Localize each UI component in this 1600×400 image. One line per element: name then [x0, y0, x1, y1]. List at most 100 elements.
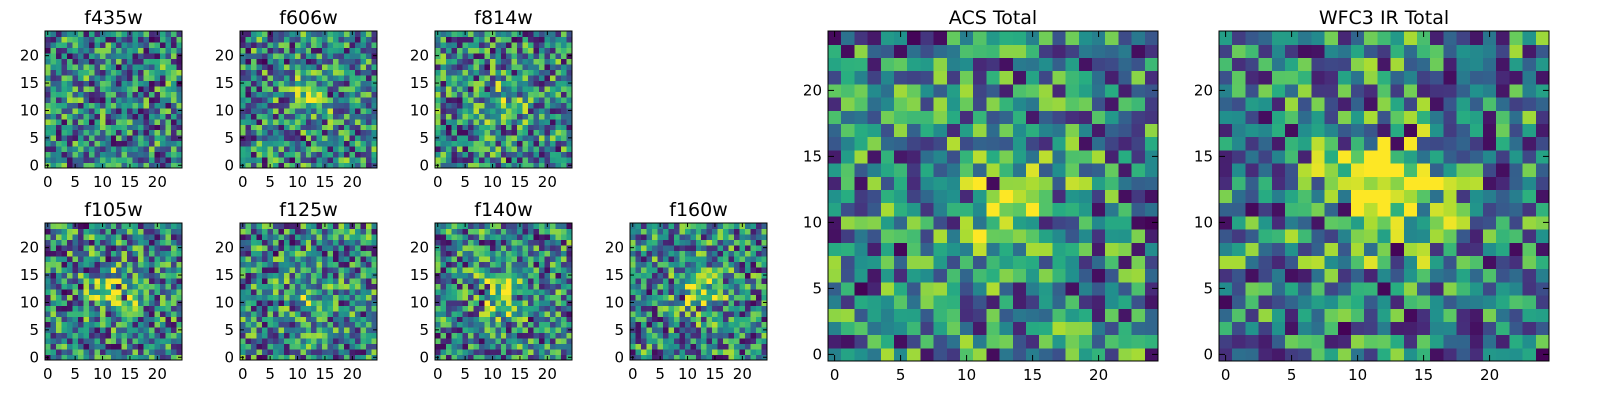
heatmap-cell — [311, 250, 318, 257]
heatmap-cell — [489, 288, 496, 295]
heatmap-cell — [289, 316, 296, 323]
heatmap-cell — [841, 334, 855, 349]
heatmap-cells — [435, 31, 573, 169]
heatmap-cell — [528, 255, 535, 262]
heatmap-cell — [94, 113, 101, 120]
heatmap-cell — [555, 69, 562, 76]
heatmap-cell — [478, 277, 485, 284]
heatmap-cell — [651, 338, 658, 345]
heatmap-cell — [267, 244, 274, 251]
heatmap-cell — [267, 272, 274, 279]
heatmap-cell — [522, 36, 529, 43]
heatmap-cell — [440, 140, 447, 147]
heatmap-cell — [261, 102, 268, 109]
heatmap-cell — [110, 85, 117, 92]
heatmap-cell — [333, 162, 340, 169]
heatmap-cell — [154, 305, 161, 312]
heatmap-cell — [651, 288, 658, 295]
heatmap-cell — [83, 277, 90, 284]
heatmap-cell — [539, 96, 546, 103]
heatmap-cell — [322, 250, 329, 257]
heatmap-cell — [360, 316, 367, 323]
heatmap-cell — [544, 327, 551, 334]
heatmap-cell — [528, 146, 535, 153]
y-tick-label: 5 — [29, 129, 39, 147]
heatmap-cell — [500, 354, 507, 361]
heatmap-cell — [555, 305, 562, 312]
heatmap-cell — [462, 96, 469, 103]
heatmap-cell — [45, 255, 52, 262]
heatmap-cell — [261, 47, 268, 54]
heatmap-cell — [750, 228, 757, 235]
heatmap-cell — [322, 36, 329, 43]
heatmap-cell — [550, 91, 557, 98]
heatmap-cell — [72, 80, 79, 87]
heatmap-cell — [484, 41, 491, 49]
heatmap-cell — [105, 107, 112, 114]
heatmap-cell — [154, 118, 161, 125]
heatmap-cell — [533, 228, 540, 235]
heatmap-cell — [657, 255, 664, 262]
heatmap-cell — [462, 327, 469, 334]
heatmap-cell — [1012, 295, 1027, 309]
heatmap-cell — [1118, 347, 1133, 362]
heatmap-cell — [1131, 347, 1146, 362]
heatmap-cell — [338, 277, 345, 284]
heatmap-cell — [327, 85, 334, 92]
heatmap-cell — [489, 239, 496, 246]
heatmap-cell — [750, 310, 757, 317]
heatmap-cell — [77, 338, 84, 345]
heatmap-cell — [717, 310, 724, 317]
heatmap-cell — [506, 321, 513, 328]
heatmap-cell — [894, 215, 908, 230]
heatmap-cell — [946, 295, 961, 309]
heatmap-cell — [127, 261, 134, 268]
heatmap-cell — [511, 228, 518, 235]
heatmap-cell — [143, 113, 150, 120]
heatmap-cell — [544, 47, 551, 54]
heatmap-cell — [333, 343, 340, 350]
heatmap-cell — [305, 31, 312, 38]
heatmap-cell — [77, 277, 84, 284]
heatmap-cell — [640, 310, 648, 317]
heatmap-cell — [756, 354, 763, 361]
heatmap-cell — [478, 354, 485, 361]
heatmap-cell — [311, 299, 318, 306]
heatmap-cell — [533, 113, 540, 120]
heatmap-cell — [45, 321, 52, 328]
heatmap-cell — [739, 310, 746, 317]
heatmap-cell — [344, 250, 351, 257]
heatmap-cell — [160, 124, 167, 131]
heatmap-cell — [456, 228, 463, 235]
heatmap-cell — [867, 321, 882, 336]
heatmap-cell — [933, 242, 948, 256]
heatmap-cell — [327, 80, 334, 87]
heatmap-cell — [495, 96, 502, 103]
heatmap-cell — [344, 69, 351, 76]
heatmap-cell — [171, 129, 178, 136]
heatmap-cell — [451, 277, 458, 284]
heatmap-cell — [267, 124, 274, 131]
heatmap-cell — [500, 63, 507, 70]
heatmap-cell — [1052, 229, 1067, 243]
heatmap-cell — [349, 277, 356, 284]
heatmap-cell — [349, 91, 356, 98]
heatmap-cell — [533, 91, 540, 98]
heatmap-cell — [478, 151, 485, 158]
heatmap-cell — [1065, 347, 1080, 362]
heatmap-cell — [355, 283, 362, 290]
heatmap-cell — [478, 107, 485, 114]
heatmap-cell — [366, 124, 373, 131]
heatmap-cell — [673, 233, 680, 241]
heatmap-cell — [338, 85, 345, 92]
heatmap-cell — [121, 58, 128, 65]
heatmap-cell — [495, 283, 502, 290]
heatmap-cell — [451, 327, 458, 334]
heatmap-cell — [1144, 242, 1159, 256]
heatmap-cell — [640, 283, 648, 290]
heatmap-cell — [462, 288, 469, 295]
heatmap-cell — [355, 244, 362, 251]
heatmap-cell — [640, 288, 648, 295]
heatmap-cell — [946, 163, 961, 177]
heatmap-cell — [946, 229, 961, 243]
